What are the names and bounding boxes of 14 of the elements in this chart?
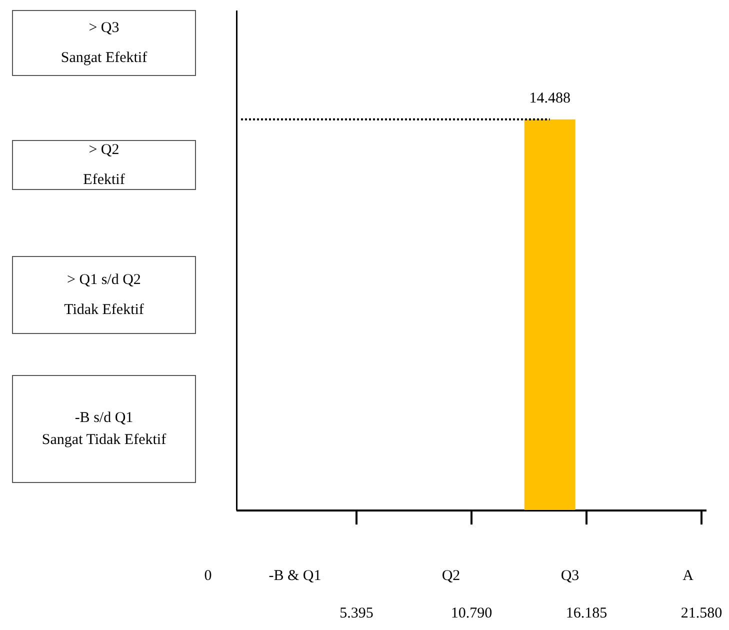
text: -B & Q1 bbox=[268, 568, 322, 585]
x-tick-label: 5.395 bbox=[340, 606, 374, 622]
x-tick-label: 10.790 bbox=[450, 606, 492, 622]
annotation: 14.488 bbox=[529, 90, 570, 106]
text: Q2 bbox=[442, 568, 460, 585]
x-tick-label: 21.580 bbox=[680, 606, 722, 622]
text: 0 bbox=[204, 568, 212, 585]
text: A bbox=[682, 568, 694, 585]
text: > Q3 Sangat Efektif bbox=[12, 10, 196, 76]
text: Q3 bbox=[560, 568, 580, 585]
text: -B s/d Q1 Sangat Tidak Efektif bbox=[12, 375, 196, 483]
text: > Q1 s/d Q2 Tidak Efektif bbox=[12, 256, 196, 334]
x-tick-label: 16.185 bbox=[566, 606, 608, 622]
text: > Q2 Efektif bbox=[12, 140, 196, 190]
